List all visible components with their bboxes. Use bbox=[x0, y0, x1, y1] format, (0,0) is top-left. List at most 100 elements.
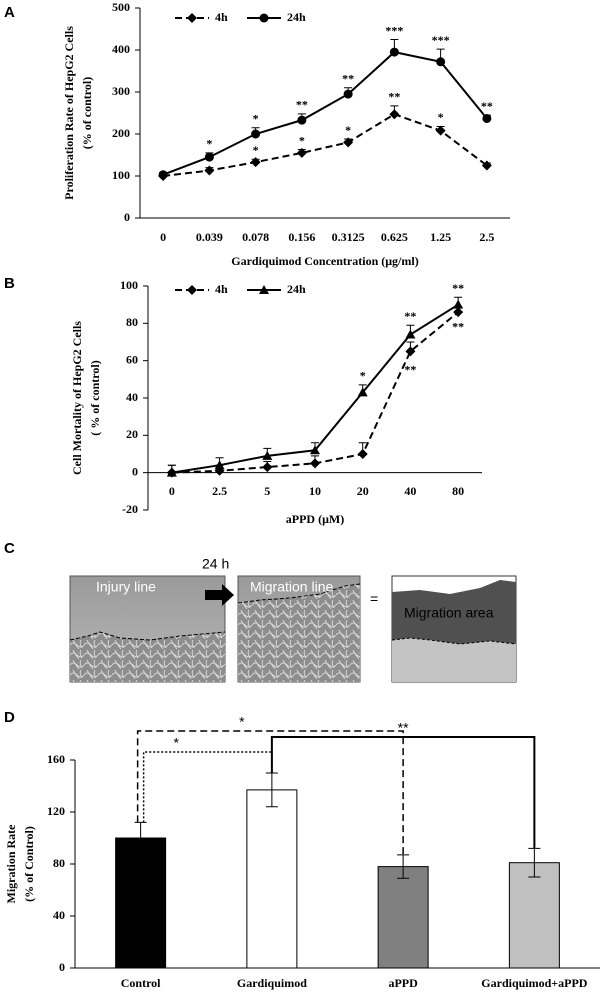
significance-label: ** bbox=[388, 90, 400, 104]
marker bbox=[389, 109, 400, 120]
x-tick-label: 10 bbox=[309, 484, 321, 498]
y-tick-label: 500 bbox=[112, 0, 130, 14]
x-tick-label: 0.3125 bbox=[332, 230, 365, 244]
marker bbox=[405, 329, 416, 339]
marker bbox=[251, 129, 261, 139]
marker bbox=[204, 165, 215, 176]
x-tick-label: 40 bbox=[404, 484, 416, 498]
marker bbox=[310, 458, 320, 469]
marker bbox=[297, 115, 307, 125]
significance-label: * bbox=[438, 110, 444, 124]
significance-label: *** bbox=[432, 33, 450, 47]
y-tick-label: 400 bbox=[112, 42, 130, 56]
area-label: Migration area bbox=[404, 605, 494, 621]
error-bar bbox=[134, 821, 147, 855]
injury-image bbox=[69, 575, 226, 683]
panel-letter: A bbox=[4, 4, 15, 21]
x-tick-label: Gardiquimod bbox=[237, 976, 307, 990]
x-tick-label: 2.5 bbox=[479, 230, 494, 244]
y-axis-title: (% of control) bbox=[80, 77, 94, 149]
x-tick-label: 20 bbox=[357, 484, 369, 498]
significance-label: ** bbox=[342, 72, 354, 86]
x-tick-label: 5 bbox=[264, 484, 270, 498]
panel-letter: C bbox=[4, 540, 15, 557]
image-label: Injury line bbox=[96, 579, 156, 595]
arrow bbox=[205, 584, 234, 606]
marker bbox=[481, 160, 492, 171]
significance-label: ** bbox=[404, 309, 416, 323]
significance-label: ** bbox=[481, 99, 493, 113]
marker bbox=[343, 137, 354, 148]
x-tick-label: 0 bbox=[169, 484, 175, 498]
x-tick-label: 80 bbox=[452, 484, 464, 498]
y-tick-label: 100 bbox=[112, 168, 130, 182]
y-tick-label: 40 bbox=[53, 908, 65, 922]
bar bbox=[115, 837, 167, 969]
marker bbox=[310, 445, 320, 455]
bar bbox=[508, 862, 560, 969]
x-tick-label: Gardiquimod+aPPD bbox=[481, 976, 588, 990]
y-tick-label: 200 bbox=[112, 126, 130, 140]
legend-marker bbox=[187, 13, 197, 23]
marker bbox=[453, 307, 464, 318]
marker bbox=[158, 170, 168, 180]
y-tick-label: 60 bbox=[126, 352, 138, 366]
marker bbox=[166, 467, 177, 477]
x-tick-label: 0.625 bbox=[381, 230, 408, 244]
y-tick-label: 40 bbox=[126, 390, 138, 404]
significance-label: * bbox=[253, 111, 259, 125]
schematic-image bbox=[391, 575, 517, 683]
legend-label: 24h bbox=[287, 282, 306, 296]
x-tick-label: 0 bbox=[160, 230, 166, 244]
equals-sign: = bbox=[370, 591, 378, 607]
y-tick-label: 300 bbox=[112, 84, 130, 98]
legend-marker bbox=[187, 285, 197, 295]
arrow-label: 24 h bbox=[202, 556, 229, 572]
y-tick-label: 100 bbox=[120, 278, 138, 292]
comparison-bracket bbox=[270, 736, 536, 849]
marker bbox=[453, 299, 464, 309]
y-tick-label: 120 bbox=[47, 804, 65, 818]
marker bbox=[435, 125, 446, 136]
x-tick-label: 1.25 bbox=[430, 230, 451, 244]
bar bbox=[377, 866, 429, 969]
x-tick-label: aPPD bbox=[388, 976, 418, 990]
significance-label: * bbox=[206, 137, 212, 151]
marker bbox=[436, 57, 446, 67]
significance-label: *** bbox=[385, 23, 403, 37]
panel-letter: B bbox=[4, 275, 15, 292]
significance-label: * bbox=[345, 123, 351, 137]
legend-marker bbox=[259, 13, 269, 23]
legend-label: 4h bbox=[215, 10, 228, 24]
x-tick-label: 2.5 bbox=[212, 484, 227, 498]
marker bbox=[405, 346, 416, 357]
y-tick-label: 160 bbox=[47, 752, 65, 766]
marker bbox=[262, 462, 273, 473]
x-tick-label: 0.039 bbox=[196, 230, 223, 244]
y-tick-label: 80 bbox=[126, 315, 138, 329]
x-axis-title: Gardiquimod Concentration (μg/ml) bbox=[231, 254, 418, 268]
significance-label: * bbox=[174, 735, 180, 751]
y-tick-label: 20 bbox=[126, 427, 138, 441]
y-tick-label: 0 bbox=[132, 464, 138, 478]
bar bbox=[246, 789, 298, 969]
comparison-bracket bbox=[136, 730, 404, 855]
x-tick-label: 0.078 bbox=[242, 230, 269, 244]
y-axis-title: Cell Mortality of HepG2 Cells bbox=[70, 321, 84, 475]
marker bbox=[262, 450, 273, 460]
x-axis-title: aPPD (μM) bbox=[286, 512, 344, 526]
marker bbox=[357, 387, 368, 397]
marker bbox=[250, 157, 261, 168]
y-axis-title: Proliferation Rate of HepG2 Cells bbox=[62, 26, 76, 200]
x-tick-label: 0.156 bbox=[288, 230, 315, 244]
significance-label: * bbox=[299, 133, 305, 147]
migration-image bbox=[237, 575, 361, 683]
y-axis-title: (% of Control) bbox=[22, 826, 36, 902]
marker bbox=[389, 47, 399, 57]
marker bbox=[343, 89, 353, 99]
marker bbox=[296, 147, 307, 158]
significance-label: ** bbox=[452, 281, 464, 295]
x-tick-label: Control bbox=[121, 976, 161, 990]
y-axis-title: ( % of control) bbox=[88, 360, 102, 435]
